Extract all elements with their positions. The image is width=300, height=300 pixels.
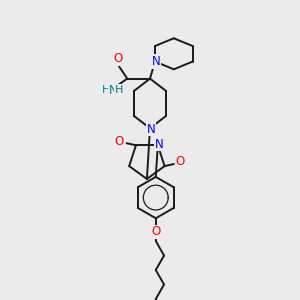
Text: O: O bbox=[113, 52, 123, 65]
Text: O: O bbox=[151, 225, 160, 238]
Text: N: N bbox=[152, 55, 160, 68]
Text: N: N bbox=[108, 83, 117, 97]
Text: N: N bbox=[154, 138, 163, 151]
Text: O: O bbox=[176, 155, 185, 169]
Text: N: N bbox=[147, 123, 155, 136]
Text: H: H bbox=[115, 85, 123, 95]
Text: H: H bbox=[102, 85, 111, 95]
Text: O: O bbox=[115, 135, 124, 148]
